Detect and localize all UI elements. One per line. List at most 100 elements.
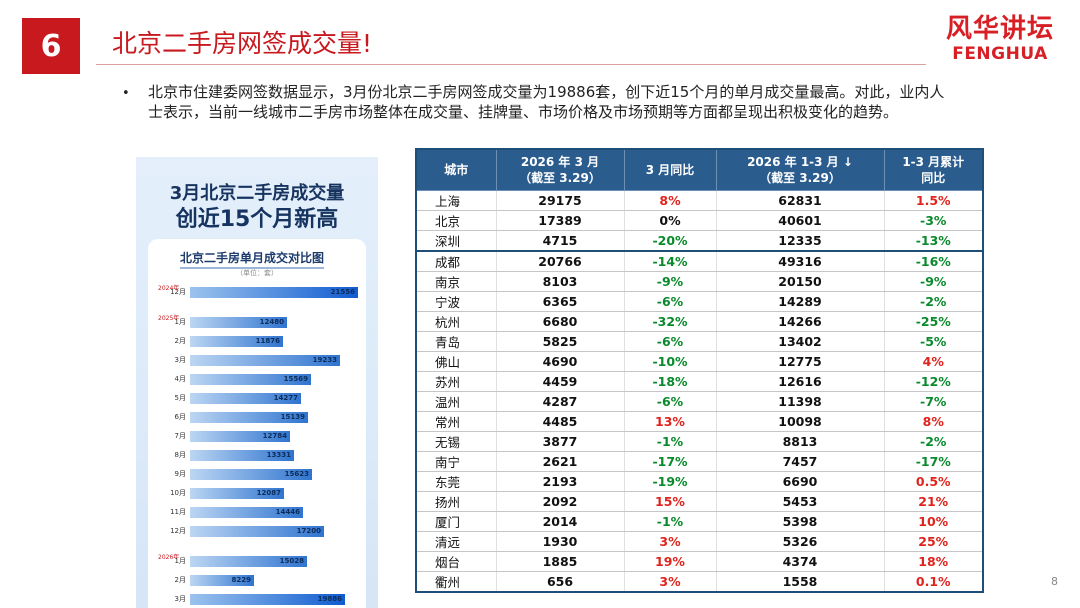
bar-category-label: 8月 <box>174 451 186 459</box>
bar-row: 11月 14446 <box>148 506 366 519</box>
cell-city: 烟台 <box>415 551 496 572</box>
bar-value-label: 11876 <box>255 337 280 345</box>
bar-category-label: 3月 <box>174 595 186 603</box>
cell-q1-yoy: 21% <box>883 491 983 512</box>
table-row: 常州 4485 13% 10098 8% <box>415 411 983 432</box>
bar-row: 2月 11876 <box>148 335 366 348</box>
bar-category-label: 10月 <box>170 489 186 497</box>
cell-march-yoy: 8% <box>623 190 716 211</box>
bar: 12087 <box>190 488 284 499</box>
page-title: 北京二手房网签成交量! <box>112 29 373 58</box>
logo-cn-text: 风华讲坛 <box>945 14 1054 44</box>
cell-march-yoy: -20% <box>623 230 716 252</box>
cell-q1-yoy: 18% <box>883 551 983 572</box>
table-row: 衢州 656 3% 1558 0.1% <box>415 571 983 593</box>
cell-march-yoy: 15% <box>623 491 716 512</box>
cell-q1-yoy: 0.5% <box>883 471 983 492</box>
cell-march-yoy: -14% <box>623 250 716 272</box>
bar-value-label: 15569 <box>283 375 308 383</box>
cell-q1: 40601 <box>715 210 884 231</box>
cell-march-yoy: -1% <box>623 431 716 452</box>
cell-q1: 12335 <box>715 230 884 252</box>
table-row: 清远 1930 3% 5326 25% <box>415 531 983 552</box>
bar-category-label: 9月 <box>174 470 186 478</box>
cell-march-yoy: 13% <box>623 411 716 432</box>
cell-march: 6680 <box>495 311 624 332</box>
bar-category-label: 5月 <box>174 394 186 402</box>
cell-city: 南京 <box>415 271 496 292</box>
cell-city: 深圳 <box>415 230 496 252</box>
infographic-panel: 3月北京二手房成交量 创近15个月新高 北京二手房单月成交对比图 （单位：套） … <box>136 157 378 608</box>
bar-value-label: 12480 <box>259 318 284 326</box>
cell-q1: 6690 <box>715 471 884 492</box>
bar: 15569 <box>190 374 311 385</box>
cell-q1-yoy: -17% <box>883 451 983 472</box>
cell-march: 4715 <box>495 230 624 252</box>
cell-march-yoy: 3% <box>623 571 716 593</box>
cell-city: 佛山 <box>415 351 496 372</box>
cell-q1: 7457 <box>715 451 884 472</box>
cell-march: 6365 <box>495 291 624 312</box>
cell-q1-yoy: 0.1% <box>883 571 983 593</box>
cell-q1: 5398 <box>715 511 884 532</box>
cell-q1: 12775 <box>715 351 884 372</box>
bar: 15028 <box>190 556 307 567</box>
cell-city: 上海 <box>415 190 496 211</box>
cell-march-yoy: -10% <box>623 351 716 372</box>
bar-value-label: 15623 <box>284 470 309 478</box>
table-header-row: 城市 2026 年 3 月 （截至 3.29） 3 月同比 2026 年 1-3… <box>415 148 984 191</box>
cell-q1: 12616 <box>715 371 884 392</box>
bar: 19233 <box>190 355 340 366</box>
year-label: 2025年 <box>158 315 180 322</box>
title-divider <box>96 64 926 65</box>
bar-row: 7月 12784 <box>148 430 366 443</box>
cell-q1-yoy: -9% <box>883 271 983 292</box>
chart-title: 北京二手房单月成交对比图 <box>180 249 325 269</box>
cell-march-yoy: -6% <box>623 331 716 352</box>
cell-city: 北京 <box>415 210 496 231</box>
cell-q1-yoy: 8% <box>883 411 983 432</box>
bar-category-label: 4月 <box>174 375 186 383</box>
cell-q1: 5326 <box>715 531 884 552</box>
bar: 13331 <box>190 450 294 461</box>
cell-q1: 14289 <box>715 291 884 312</box>
cell-march: 1885 <box>495 551 624 572</box>
cell-q1-yoy: -7% <box>883 391 983 412</box>
cell-q1-yoy: -16% <box>883 250 983 272</box>
bar: 19886 <box>190 594 345 605</box>
table-row: 无锡 3877 -1% 8813 -2% <box>415 431 983 452</box>
cell-q1: 49316 <box>715 250 884 272</box>
cell-march-yoy: 0% <box>623 210 716 231</box>
cell-march-yoy: -32% <box>623 311 716 332</box>
bar-category-label: 2月 <box>174 576 186 584</box>
bar-category-label: 1月 <box>174 557 186 565</box>
table-row: 成都 20766 -14% 49316 -16% <box>415 250 983 272</box>
table-row: 温州 4287 -6% 11398 -7% <box>415 391 983 412</box>
bar-value-label: 21556 <box>330 288 355 296</box>
bar-value-label: 8229 <box>231 576 251 584</box>
cell-march: 2014 <box>495 511 624 532</box>
cell-march: 1930 <box>495 531 624 552</box>
bar-category-label: 11月 <box>170 508 186 516</box>
bar: 12784 <box>190 431 290 442</box>
table-row: 厦门 2014 -1% 5398 10% <box>415 511 983 532</box>
cell-march: 2193 <box>495 471 624 492</box>
table-row: 青岛 5825 -6% 13402 -5% <box>415 331 983 352</box>
cell-q1: 4374 <box>715 551 884 572</box>
cell-q1-yoy: -13% <box>883 230 983 252</box>
cell-city: 苏州 <box>415 371 496 392</box>
cell-city: 无锡 <box>415 431 496 452</box>
cell-q1-yoy: -12% <box>883 371 983 392</box>
bar-value-label: 17200 <box>296 527 321 535</box>
slide-number-badge: 6 <box>22 18 80 74</box>
cell-q1: 20150 <box>715 271 884 292</box>
table-row: 佛山 4690 -10% 12775 4% <box>415 351 983 372</box>
cell-q1: 62831 <box>715 190 884 211</box>
bar-category-label: 12月 <box>170 288 186 296</box>
cell-march-yoy: -17% <box>623 451 716 472</box>
page-number: 8 <box>1051 575 1058 588</box>
cell-city: 常州 <box>415 411 496 432</box>
cell-city: 扬州 <box>415 491 496 512</box>
col-header-q1[interactable]: 2026 年 1-3 月 ↓ （截至 3.29） <box>715 148 885 191</box>
cell-march-yoy: -9% <box>623 271 716 292</box>
